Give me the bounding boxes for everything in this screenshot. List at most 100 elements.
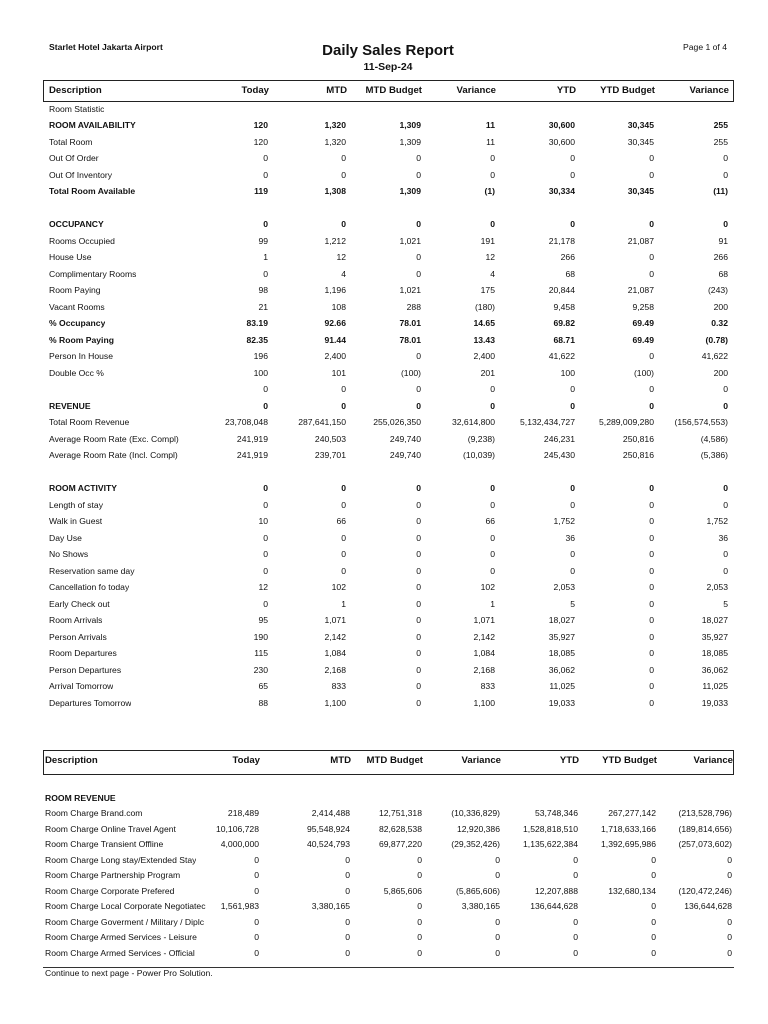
cell-value: 0 (254, 932, 259, 942)
cell-value: 0 (495, 854, 500, 865)
row-label: Room Paying (49, 285, 101, 295)
row-label: ROOM AVAILABILITY (49, 120, 136, 130)
row-label: Room Charge Armed Services - Leisure (45, 932, 197, 942)
cell-value: 68 (565, 268, 575, 279)
cell-value: 240,503 (314, 433, 346, 444)
row-label: Length of stay (49, 499, 103, 510)
cell-value: 0 (649, 664, 654, 675)
cell-value: 0 (723, 169, 728, 180)
cell-value: 19,033 (548, 697, 575, 708)
cell-value: 4 (490, 268, 495, 279)
cell-value: 0 (254, 854, 259, 865)
cell-value: 0 (341, 153, 346, 163)
cell-value: 21,087 (627, 235, 654, 246)
cell-value: 30,345 (627, 120, 654, 130)
cell-value: 69.49 (632, 334, 654, 345)
section-heading: Room Statistic (49, 103, 105, 114)
cell-value: (9,238) (467, 433, 495, 444)
cell-value: 0 (723, 153, 728, 163)
cell-value: 218,489 (227, 808, 259, 818)
cell-value: 30,345 (627, 186, 654, 196)
cell-value: 14.65 (473, 318, 495, 328)
cell-value: (120,472,246) (678, 885, 732, 896)
cell-value: 66 (336, 516, 346, 526)
cell-value: 833 (331, 681, 346, 691)
cell-value: (1) (484, 186, 495, 196)
cell-value: 108 (331, 301, 346, 312)
cell-value: 91 (718, 235, 728, 246)
cell-value: 69,877,220 (378, 839, 422, 849)
row-label: Room Arrivals (49, 615, 103, 625)
cell-value: 10 (258, 516, 268, 526)
cell-value: 0 (416, 384, 421, 394)
cell-value: 0 (649, 532, 654, 543)
cell-value: 0 (416, 697, 421, 708)
cell-value: 0 (263, 384, 268, 394)
cell-value: 0 (416, 169, 421, 180)
cell-value: 30,600 (548, 120, 575, 130)
cell-value: 36 (718, 532, 728, 543)
cell-value: 0 (573, 947, 578, 958)
cell-value: 0 (341, 565, 346, 576)
column-header: MTD Budget (366, 755, 424, 766)
cell-value: 35,927 (548, 631, 575, 642)
cell-value: 41,622 (548, 351, 575, 361)
cell-value: 0 (417, 901, 422, 911)
table-header-box (43, 80, 734, 102)
cell-value: 0 (345, 854, 350, 865)
cell-value: 0 (573, 932, 578, 942)
cell-value: 0 (263, 565, 268, 576)
page-number: Page 1 of 4 (683, 42, 727, 52)
cell-value: (11) (713, 186, 728, 196)
cell-value: 266 (560, 252, 575, 262)
row-label: Vacant Rooms (49, 301, 105, 312)
cell-value: 0 (570, 549, 575, 559)
cell-value: 5 (723, 598, 728, 609)
cell-value: 0 (649, 499, 654, 510)
cell-value: 0 (490, 400, 495, 411)
cell-value: 0 (649, 384, 654, 394)
cell-value: 0 (490, 483, 495, 493)
row-label: Room Charge Transient Offline (45, 839, 164, 849)
cell-value: 0 (573, 870, 578, 880)
cell-value: 82.35 (246, 334, 268, 345)
cell-value: 0 (416, 268, 421, 279)
cell-value: 12 (485, 252, 495, 262)
cell-value: 0 (490, 169, 495, 180)
cell-value: 0 (649, 516, 654, 526)
column-header: YTD (559, 755, 579, 766)
cell-value: 1 (263, 252, 268, 262)
cell-value: 1,071 (473, 615, 495, 625)
cell-value: 132,680,134 (608, 885, 656, 896)
cell-value: 0 (254, 885, 259, 896)
cell-value: 5,289,009,280 (599, 417, 654, 427)
cell-value: (5,865,606) (456, 885, 500, 896)
row-label: Room Charge Brand.com (45, 808, 143, 818)
cell-value: 0 (651, 947, 656, 958)
column-header: MTD (330, 755, 351, 766)
cell-value: 4 (341, 268, 346, 279)
row-label: Out Of Order (49, 153, 99, 163)
cell-value: 36,062 (548, 664, 575, 675)
row-label: Room Charge Online Travel Agent (45, 823, 176, 834)
cell-value: 5 (570, 598, 575, 609)
cell-value: 0 (727, 932, 732, 942)
cell-value: 4,000,000 (220, 839, 259, 849)
cell-value: 0 (263, 549, 268, 559)
cell-value: 1,021 (399, 285, 421, 295)
cell-value: 1,752 (553, 516, 575, 526)
cell-value: 9,258 (632, 301, 654, 312)
cell-value: 0 (416, 252, 421, 262)
cell-value: 66 (485, 516, 495, 526)
cell-value: 2,414,488 (311, 808, 350, 818)
cell-value: 0 (649, 169, 654, 180)
cell-value: 0 (341, 532, 346, 543)
cell-value: 78.01 (399, 318, 421, 328)
cell-value: 21,178 (548, 235, 575, 246)
cell-value: (243) (707, 285, 728, 295)
cell-value: 0 (263, 499, 268, 510)
cell-value: 0 (416, 549, 421, 559)
cell-value: 0 (263, 598, 268, 609)
cell-value: 20,844 (548, 285, 575, 295)
cell-value: 1,320 (324, 120, 346, 130)
